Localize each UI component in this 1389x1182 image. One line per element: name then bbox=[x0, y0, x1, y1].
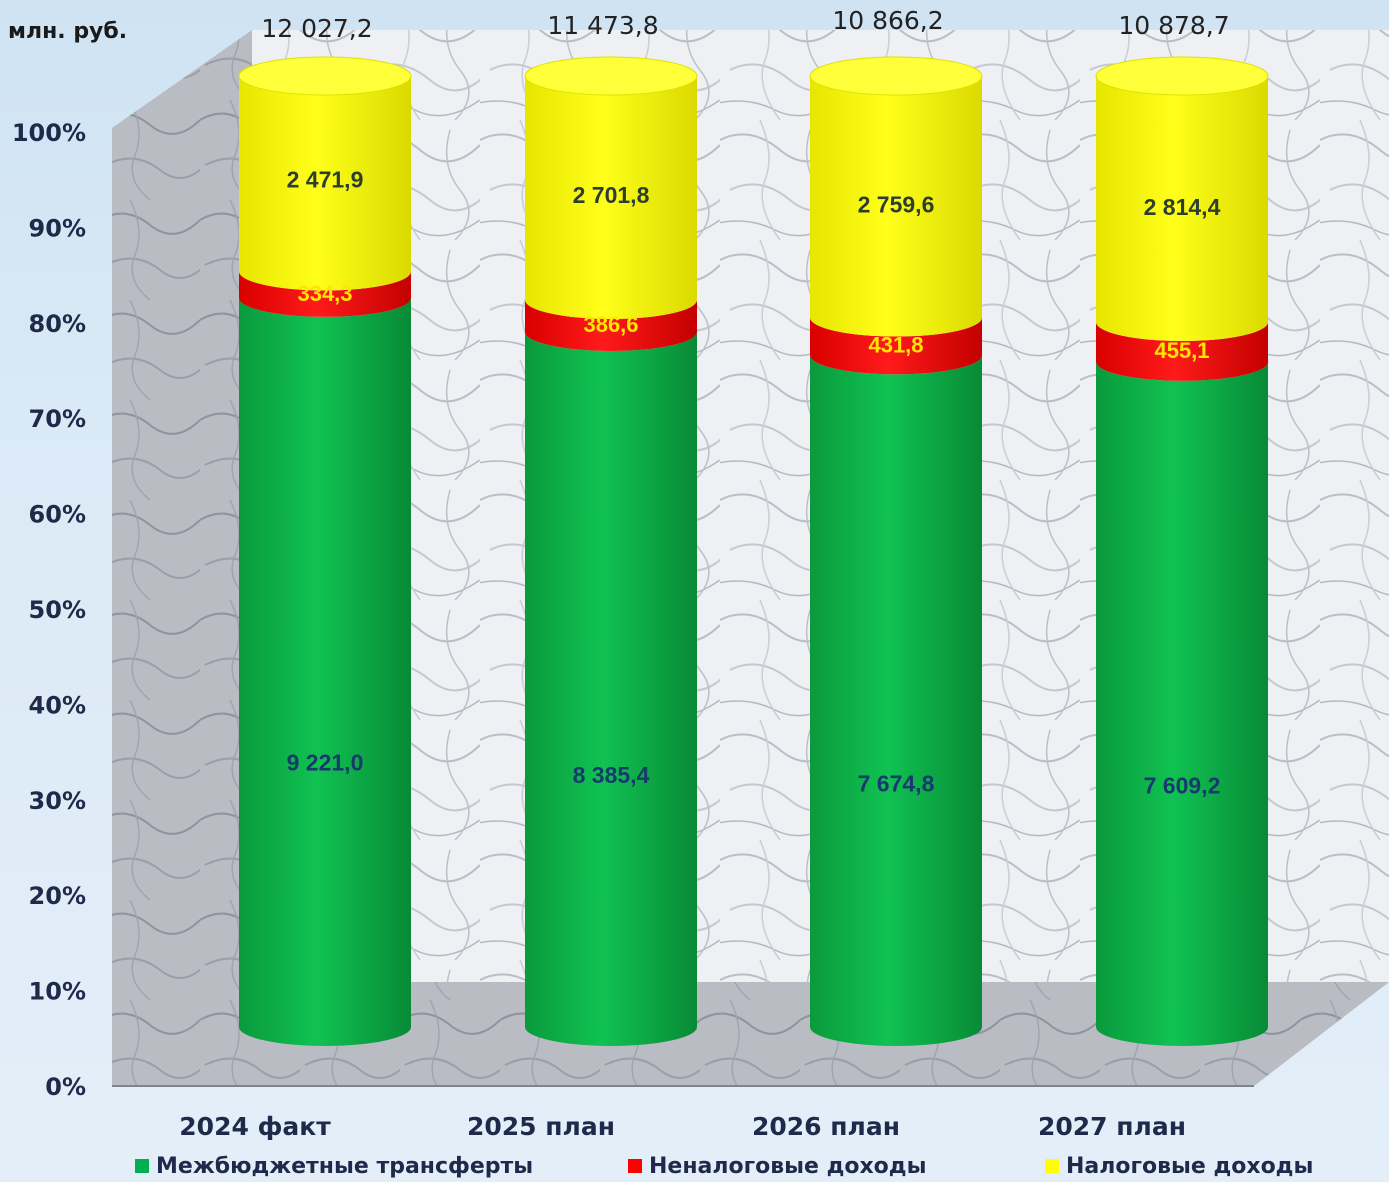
bar-top-cap bbox=[524, 56, 698, 96]
floor bbox=[112, 982, 1389, 1086]
bar-segment bbox=[525, 299, 697, 351]
bar-segment bbox=[810, 317, 982, 375]
bar-top-cap bbox=[1095, 56, 1269, 96]
legend-label: Налоговые доходы bbox=[1066, 1154, 1313, 1179]
y-axis-ticks: 0% 10% 20% 30% 40% 50% 60% 70% 80% 90% 100% bbox=[12, 119, 86, 1101]
legend-label: Неналоговые доходы bbox=[649, 1154, 926, 1179]
x-tick-label: 2024 факт bbox=[179, 1112, 331, 1141]
bar-segment bbox=[525, 76, 697, 319]
bar-segment bbox=[1096, 322, 1268, 381]
legend-label: Межбюджетные трансферты bbox=[156, 1154, 533, 1179]
bar-group: 9 221,0 334,3 2 471,9 bbox=[238, 56, 412, 1046]
legend-swatch bbox=[1045, 1159, 1059, 1173]
data-label: 7 609,2 bbox=[1144, 773, 1221, 799]
y-tick-label: 70% bbox=[29, 405, 86, 433]
legend-swatch bbox=[135, 1159, 149, 1173]
legend-swatch bbox=[628, 1159, 642, 1173]
bar-segment bbox=[239, 297, 411, 1046]
total-label: 11 473,8 bbox=[547, 11, 658, 40]
y-tick-label: 100% bbox=[12, 119, 86, 147]
bar-group: 8 385,4 386,6 2 701,8 bbox=[524, 56, 698, 1046]
data-label: 386,6 bbox=[583, 312, 638, 337]
data-label: 7 674,8 bbox=[858, 770, 935, 796]
data-label: 455,1 bbox=[1154, 338, 1209, 363]
x-tick-label: 2026 план bbox=[752, 1112, 900, 1141]
bar-segment bbox=[239, 271, 411, 317]
total-label: 12 027,2 bbox=[261, 14, 372, 43]
bar-segment bbox=[810, 76, 982, 337]
total-labels: 12 027,2 11 473,8 10 866,2 10 878,7 bbox=[261, 6, 1229, 43]
y-tick-label: 20% bbox=[29, 882, 86, 910]
bar-segment bbox=[525, 331, 697, 1046]
y-tick-label: 60% bbox=[29, 501, 86, 529]
unit-label: млн. руб. bbox=[8, 19, 127, 44]
data-label: 2 471,9 bbox=[287, 167, 364, 193]
x-axis-ticks: 2024 факт 2025 план 2026 план 2027 план bbox=[179, 1112, 1186, 1141]
bar-top-cap bbox=[809, 56, 983, 96]
data-label: 2 759,6 bbox=[858, 191, 935, 217]
bar-segment bbox=[1096, 76, 1268, 342]
bar-segment bbox=[1096, 361, 1268, 1046]
y-tick-label: 30% bbox=[29, 787, 86, 815]
bar-segment bbox=[239, 76, 411, 291]
side-wall bbox=[112, 30, 252, 1086]
data-label: 431,8 bbox=[868, 333, 923, 358]
data-label: 8 385,4 bbox=[573, 762, 650, 788]
bar-group: 7 674,8 431,8 2 759,6 bbox=[809, 56, 983, 1046]
data-label: 334,3 bbox=[297, 281, 352, 306]
data-label: 2 701,8 bbox=[573, 182, 650, 208]
x-tick-label: 2027 план bbox=[1038, 1112, 1186, 1141]
y-tick-label: 0% bbox=[45, 1073, 86, 1101]
total-label: 10 866,2 bbox=[832, 6, 943, 35]
y-tick-label: 10% bbox=[29, 978, 86, 1006]
bar-top-cap bbox=[238, 56, 412, 96]
data-label: 2 814,4 bbox=[1144, 194, 1221, 220]
bar-segment bbox=[810, 355, 982, 1046]
y-tick-label: 50% bbox=[29, 596, 86, 624]
data-label: 9 221,0 bbox=[287, 750, 364, 776]
y-tick-label: 80% bbox=[29, 310, 86, 338]
x-tick-label: 2025 план bbox=[467, 1112, 615, 1141]
bars: 9 221,0 334,3 2 471,9 8 385,4 386,6 2 701,8 7 … bbox=[238, 56, 1269, 1046]
total-label: 10 878,7 bbox=[1118, 11, 1229, 40]
bar-group: 7 609,2 455,1 2 814,4 bbox=[1095, 56, 1269, 1046]
y-tick-label: 90% bbox=[29, 214, 86, 242]
legend: Межбюджетные трансферты Неналоговые доход… bbox=[135, 1154, 1313, 1179]
y-tick-label: 40% bbox=[29, 691, 86, 719]
